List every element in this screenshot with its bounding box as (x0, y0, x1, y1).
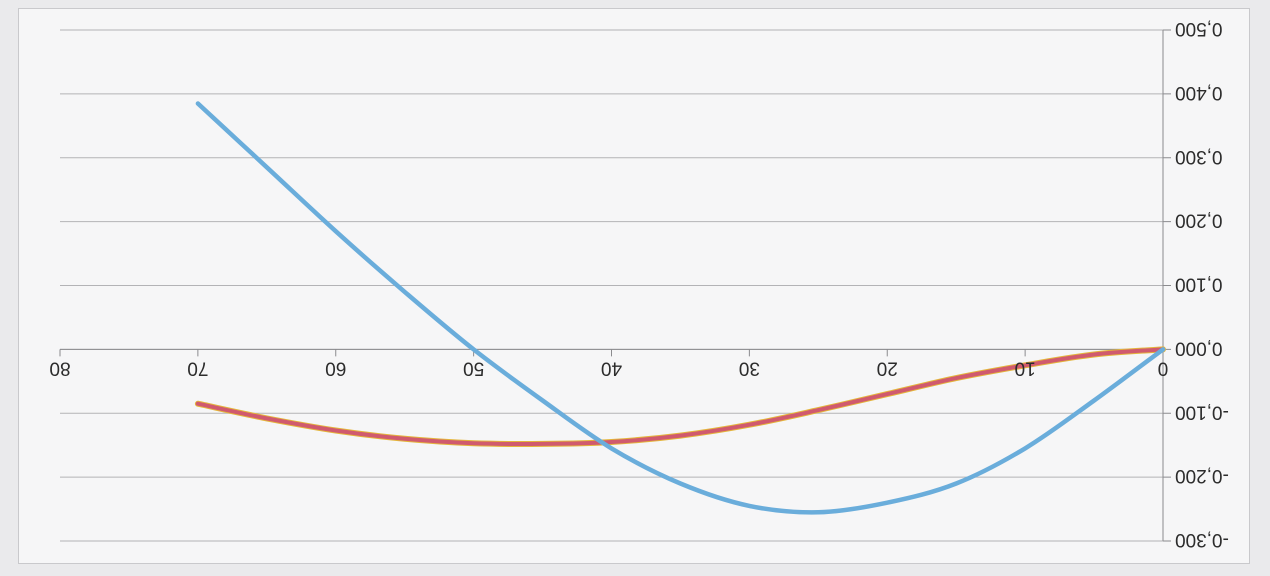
x-tick-label: 70 (187, 357, 208, 378)
series-1-line (195, 101, 1166, 515)
y-tick-label: 0,100 (1175, 274, 1223, 295)
series-2-line (195, 347, 1165, 447)
x-tick-label: 20 (877, 357, 898, 378)
y-tick-label: 0,000 (1175, 337, 1223, 358)
y-tick-label: 0,500 (1175, 18, 1223, 39)
y-tick-label: -0,200 (1175, 465, 1229, 486)
y-tick-label: 0,400 (1175, 82, 1223, 103)
series-lines (194, 101, 1166, 515)
y-tick-label: 0,300 (1175, 146, 1223, 167)
x-tick-label: 50 (463, 357, 484, 378)
x-tick-label: 0 (1158, 357, 1169, 378)
x-tick-label: 30 (739, 357, 760, 378)
x-tick-label: 40 (601, 357, 622, 378)
tick-labels: -0,300 -0,200 -0,100 0,000 0,100 0,200 0,300 0,… (49, 18, 1228, 550)
y-tick-label: -0,300 (1175, 529, 1229, 550)
x-tick-label: 80 (49, 357, 70, 378)
axes (59, 29, 1171, 542)
x-tick-label: 60 (325, 357, 346, 378)
y-tick-label: -0,100 (1175, 401, 1229, 422)
x-tick-label: 10 (1015, 357, 1036, 378)
y-tick-label: 0,200 (1175, 210, 1223, 231)
